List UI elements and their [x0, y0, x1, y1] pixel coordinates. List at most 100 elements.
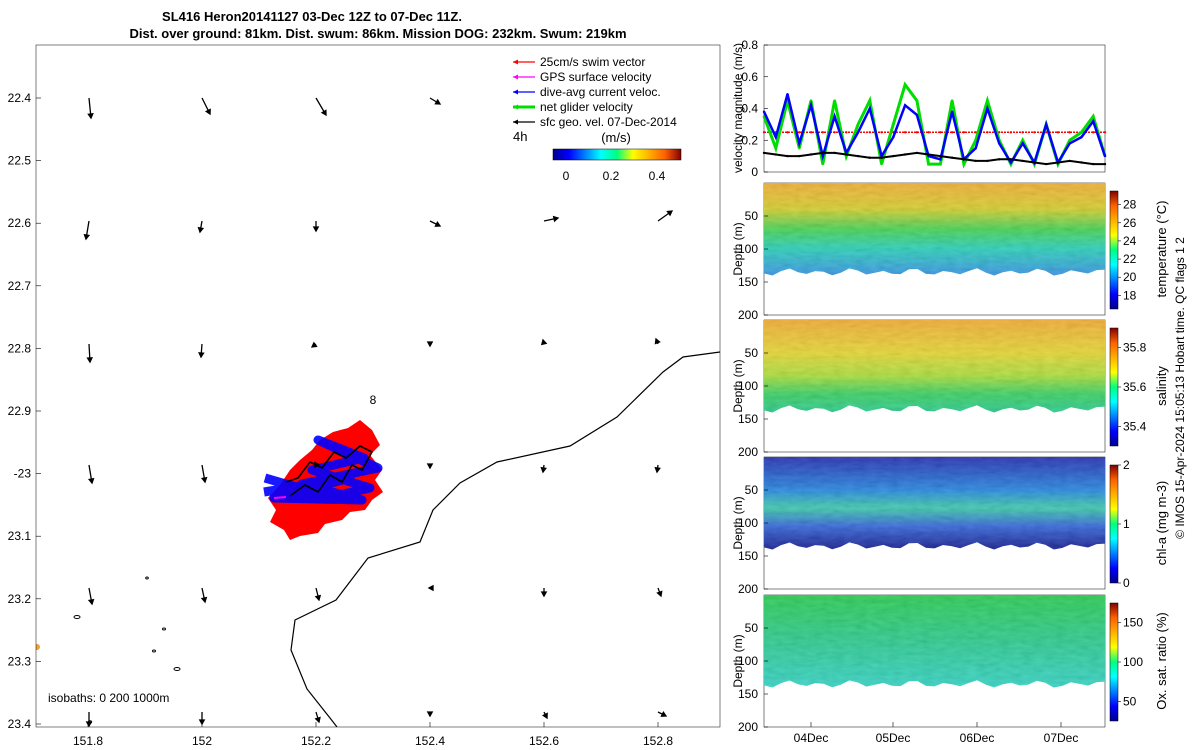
velocity-point	[856, 123, 860, 126]
geo-vector-head	[87, 113, 94, 120]
geo-vector-head	[540, 591, 548, 598]
map-x-tick-label: 152.2	[301, 734, 331, 748]
velocity-point	[1068, 142, 1071, 145]
geo-vector-head	[200, 476, 208, 484]
colorbar-tick-label: 50	[1123, 694, 1137, 708]
colorbar-tick-label: 18	[1123, 288, 1137, 302]
profile-texture	[764, 457, 1105, 550]
velocity-point	[833, 115, 836, 118]
title-line-2: Dist. over ground: 81km. Dist. swum: 86k…	[129, 26, 626, 41]
velocity-point	[774, 135, 777, 139]
depth-tick-label: 100	[738, 242, 758, 256]
time-axis: 04Dec 05Dec 06Dec 07Dec	[794, 731, 1079, 745]
map-x-tick-label: 152.4	[415, 734, 445, 748]
footer-credit: © IMOS 15-Apr-2024 15:05:13 Hobart time.…	[1173, 237, 1187, 539]
title-line-1: SL416 Heron20141127 03-Dec 12Z to 07-Dec…	[162, 9, 462, 24]
velocity-point	[1080, 135, 1083, 139]
velocity-point	[962, 131, 966, 134]
depth-tick-label: 50	[745, 483, 759, 497]
velocity-point	[950, 110, 954, 113]
velocity-point	[1092, 131, 1095, 134]
legend-label: 25cm/s swim vector	[540, 55, 645, 69]
velocity-point	[798, 154, 801, 158]
geo-vector-head	[198, 352, 205, 359]
velocity-y-axis: 0 0.2 0.4 0.6 0.8	[741, 38, 768, 179]
colorbar-label: temperature (°C)	[1154, 201, 1169, 298]
velocity-point	[1092, 162, 1095, 166]
geo-vector-head	[666, 210, 674, 217]
velocity-point	[1068, 139, 1071, 142]
velocity-point	[974, 139, 977, 142]
map-y-tick-label: 22.6	[8, 216, 32, 230]
velocity-point	[880, 156, 883, 159]
map-x-tick-label: 152.6	[529, 734, 559, 748]
profile-texture	[764, 595, 1105, 688]
dive-current-fan	[263, 435, 383, 505]
velocity-point	[1021, 131, 1024, 134]
velocity-point	[1021, 142, 1024, 145]
colorbar-tick-label: 24	[1123, 234, 1137, 248]
velocity-point	[903, 104, 907, 107]
geo-vector-head	[87, 477, 95, 485]
velocity-ylabel: velocity magnitude (m/s)	[731, 43, 745, 173]
velocity-point	[786, 93, 789, 96]
velocity-point	[1021, 159, 1024, 163]
edge-marker	[36, 644, 40, 650]
velocity-point	[809, 104, 813, 107]
colorbar-tick-label: 26	[1123, 216, 1137, 230]
map-y-tick-label: -23	[14, 467, 32, 481]
profile-texture	[764, 183, 1105, 276]
legend-label: sfc geo. vel. 07-Dec-2014	[540, 115, 677, 129]
velocity-y-tick-label: 0.8	[741, 38, 758, 52]
geo-vector-head	[204, 108, 211, 116]
colorbar-tick-label: 0	[1123, 576, 1130, 590]
day-marker: 8	[370, 393, 377, 407]
velocity-point	[1080, 161, 1083, 164]
map-y-tick-label: 23.4	[8, 717, 32, 731]
depth-tick-label: 150	[738, 687, 758, 701]
velocity-point	[868, 131, 871, 134]
velocity-point	[798, 142, 801, 145]
geo-vector-head	[434, 98, 442, 105]
velocity-point	[915, 151, 919, 155]
velocity-point	[1009, 161, 1013, 164]
geo-vector-head	[434, 220, 442, 227]
map-y-tick-label: 23.3	[8, 654, 32, 668]
profile-colorbar	[1109, 464, 1119, 584]
colorbar-tick-label: 35.6	[1123, 380, 1147, 394]
velocity-point	[974, 147, 977, 150]
geo-vector-head	[540, 338, 548, 346]
velocity-point	[1103, 162, 1107, 166]
gps-surface-velocity	[273, 496, 287, 499]
map-y-tick-label: 22.5	[8, 154, 32, 168]
map-y-tick-label: 22.7	[8, 279, 32, 293]
velocity-point	[845, 131, 848, 134]
depth-tick-label: 100	[738, 516, 758, 530]
velocity-point	[998, 131, 1001, 134]
map-y-tick-label: 22.8	[8, 341, 32, 355]
speed-cbar-tick-0: 0	[563, 169, 570, 183]
velocity-point	[1045, 123, 1048, 126]
profile-colorbar	[1109, 327, 1119, 447]
legend-swatch-head	[513, 59, 518, 65]
velocity-point	[939, 154, 942, 158]
velocity-y-tick-label: 0	[751, 165, 758, 179]
time-tick-05dec: 05Dec	[876, 731, 911, 745]
colorbar-unit: (m/s)	[601, 130, 631, 145]
profile-colorbar	[1109, 190, 1119, 310]
profile-texture	[764, 320, 1105, 413]
velocity-point	[762, 151, 766, 155]
velocity-point	[868, 107, 871, 110]
geo-vector-head	[660, 710, 668, 717]
legend-swatch-head	[513, 104, 518, 110]
panel-chlorophyll-a: 50 100 150 200 Depth (m) 2 1 0 chl-a (mg m-3)	[731, 456, 1169, 596]
velocity-point	[915, 99, 919, 102]
map-x-tick-label: 152	[192, 734, 212, 748]
velocity-point	[845, 153, 848, 156]
velocity-point	[986, 99, 989, 102]
speed-colorbar	[552, 148, 682, 161]
velocity-point	[1068, 131, 1071, 134]
depth-ylabel: Depth (m)	[731, 634, 745, 687]
velocity-point	[868, 99, 871, 102]
